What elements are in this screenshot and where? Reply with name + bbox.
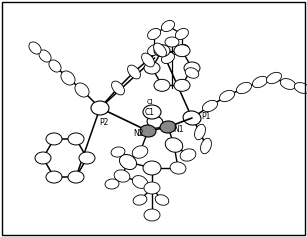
Ellipse shape (148, 28, 161, 40)
Ellipse shape (154, 45, 170, 57)
Ellipse shape (144, 182, 160, 194)
Ellipse shape (111, 147, 125, 157)
Ellipse shape (184, 62, 200, 74)
Ellipse shape (280, 78, 296, 89)
Ellipse shape (175, 28, 188, 40)
Ellipse shape (154, 43, 166, 57)
Ellipse shape (160, 121, 176, 133)
Ellipse shape (119, 155, 137, 169)
Ellipse shape (46, 171, 62, 183)
Text: P2: P2 (99, 118, 109, 127)
Ellipse shape (143, 105, 161, 119)
Text: Cl: Cl (147, 99, 154, 105)
Ellipse shape (161, 52, 175, 64)
Ellipse shape (147, 116, 163, 128)
Ellipse shape (170, 162, 186, 174)
Ellipse shape (148, 44, 161, 55)
Ellipse shape (68, 133, 84, 145)
Ellipse shape (144, 209, 160, 221)
Ellipse shape (185, 68, 199, 78)
Ellipse shape (133, 195, 147, 205)
Text: P1: P1 (201, 111, 211, 120)
Ellipse shape (35, 152, 51, 164)
Text: N1: N1 (173, 124, 183, 133)
Ellipse shape (114, 170, 130, 182)
Ellipse shape (236, 82, 251, 94)
Ellipse shape (140, 125, 156, 137)
Ellipse shape (128, 65, 140, 79)
Ellipse shape (46, 133, 62, 145)
Ellipse shape (91, 101, 109, 115)
Ellipse shape (105, 179, 119, 189)
Ellipse shape (165, 37, 179, 47)
Ellipse shape (175, 44, 188, 55)
Text: C1: C1 (145, 108, 155, 117)
Ellipse shape (220, 90, 235, 102)
Ellipse shape (68, 171, 84, 183)
Ellipse shape (75, 83, 89, 97)
Ellipse shape (144, 62, 160, 74)
Ellipse shape (142, 53, 154, 67)
Ellipse shape (165, 138, 183, 152)
Ellipse shape (132, 176, 148, 188)
Ellipse shape (155, 195, 169, 205)
Ellipse shape (29, 42, 41, 54)
Ellipse shape (174, 45, 190, 57)
Ellipse shape (174, 79, 190, 91)
Ellipse shape (143, 161, 161, 175)
Ellipse shape (195, 124, 205, 140)
Ellipse shape (183, 111, 201, 125)
Ellipse shape (61, 71, 75, 85)
Ellipse shape (132, 146, 148, 158)
Ellipse shape (49, 60, 61, 72)
Ellipse shape (180, 149, 196, 161)
Ellipse shape (202, 100, 218, 112)
Ellipse shape (154, 79, 170, 91)
Ellipse shape (39, 50, 51, 62)
Text: N2: N2 (133, 129, 143, 138)
Ellipse shape (200, 138, 212, 154)
Ellipse shape (79, 152, 95, 164)
Ellipse shape (294, 82, 307, 93)
Ellipse shape (111, 81, 124, 95)
Ellipse shape (266, 72, 282, 84)
Ellipse shape (252, 76, 268, 88)
Ellipse shape (161, 20, 175, 32)
